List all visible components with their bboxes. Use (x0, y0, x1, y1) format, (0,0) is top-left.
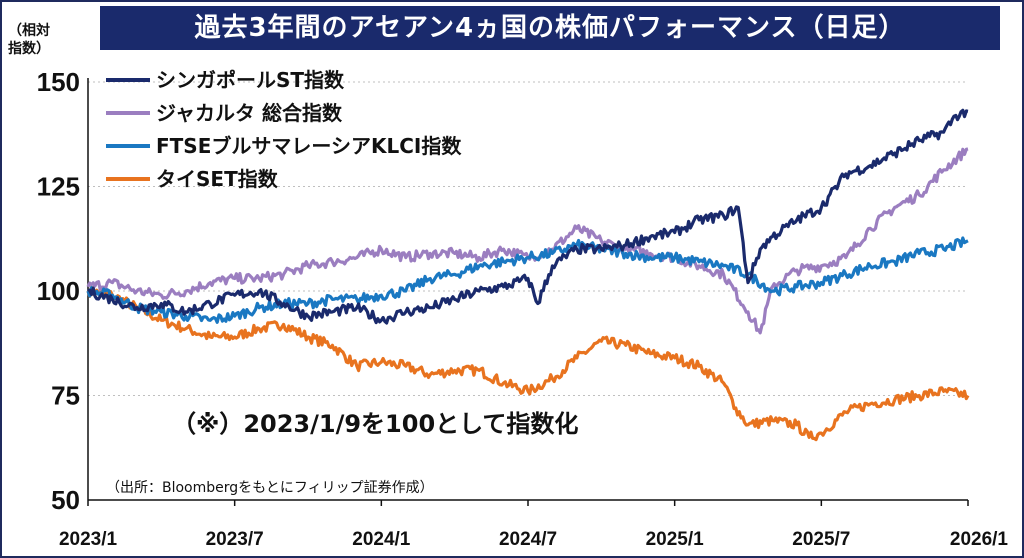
x-tick-label: 2024/1 (352, 529, 411, 550)
axes (87, 78, 969, 506)
legend-label: タイSET指数 (156, 167, 279, 191)
x-tick-label: 2025/1 (646, 529, 705, 550)
y-axis-unit-line2: 指数） (8, 41, 50, 57)
x-tick-label: 2025/7 (792, 529, 850, 550)
annotation-text: （※）2023/1/9を100として指数化 (172, 410, 578, 438)
legend-label: ジャカルタ 総合指数 (156, 101, 343, 125)
series-lines (86, 108, 970, 442)
x-tick-label: 2023/1 (59, 529, 118, 550)
x-tick-label: 2023/7 (206, 529, 264, 550)
x-tick-labels: 2023/1 2023/7 2024/1 2024/7 2025/1 2025/7 2026… (59, 529, 1008, 550)
y-axis-unit: （相対 指数） (8, 22, 50, 58)
series-line-3 (86, 285, 970, 442)
y-tick-label: 100 (37, 276, 80, 306)
x-tick-label: 2024/7 (499, 529, 557, 550)
series-line-2 (86, 236, 969, 324)
gridlines (88, 81, 968, 396)
series-line-0 (87, 108, 969, 325)
x-tick-label: 2026/1 (950, 529, 1009, 550)
y-tick-label: 75 (51, 381, 80, 411)
chart-title: 過去3年間のアセアン4ヵ国の株価パフォーマンス（日足） (100, 6, 1000, 50)
legend-label: FTSEブルサマレーシアKLCI指数 (156, 134, 462, 158)
y-axis-unit-line1: （相対 (8, 23, 50, 39)
y-tick-label: 50 (51, 485, 80, 515)
y-tick-labels: 50 75 100 125 150 (37, 67, 80, 515)
y-tick-label: 125 (37, 172, 80, 202)
y-tick-label: 150 (37, 67, 80, 97)
legend-label: シンガポールST指数 (156, 68, 345, 92)
source-text: （出所：Bloombergをもとにフィリップ証券作成） (106, 480, 434, 496)
